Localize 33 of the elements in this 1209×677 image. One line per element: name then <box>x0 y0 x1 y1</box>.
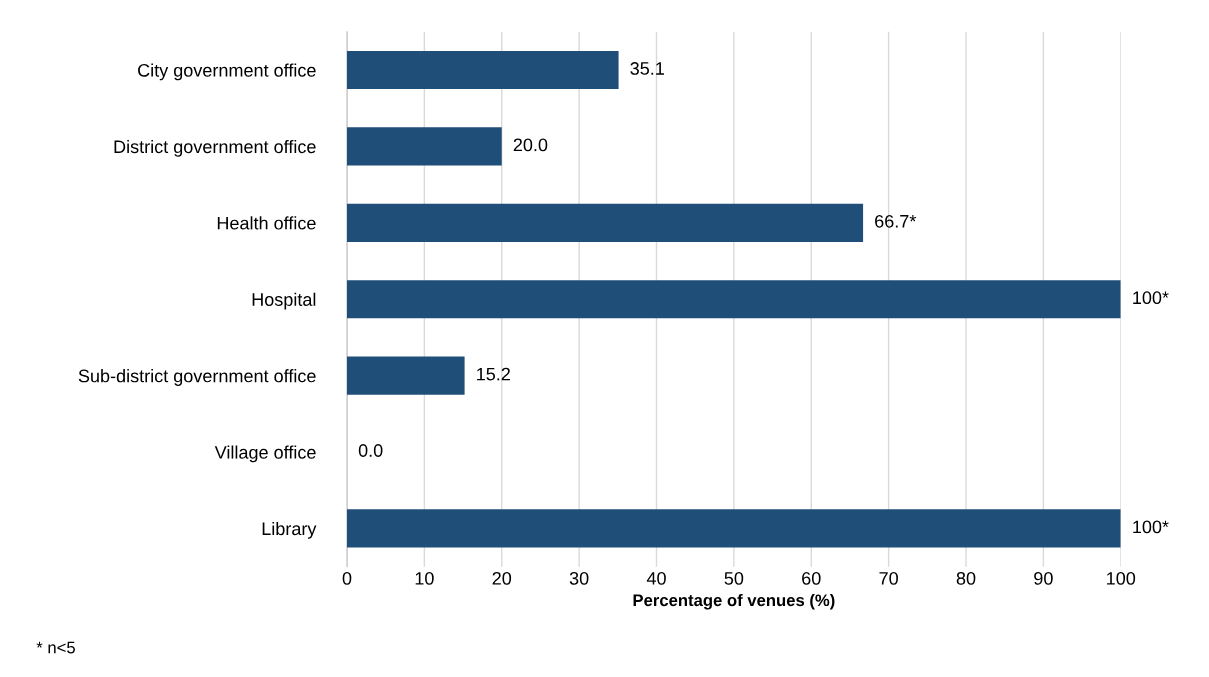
x-tick-label: 100 <box>1107 571 1136 585</box>
data-label: 100* <box>1133 520 1169 534</box>
y-tick-label: Health office <box>217 216 316 230</box>
bar <box>346 509 1121 548</box>
data-label: 35.1 <box>630 62 664 75</box>
x-tick-label: 0 <box>342 571 352 585</box>
x-tick-label: 20 <box>492 571 512 585</box>
x-tick-label: 40 <box>646 571 666 585</box>
bar <box>346 280 1121 319</box>
data-label: 20.0 <box>513 138 548 152</box>
x-tick-label: 80 <box>956 571 976 585</box>
data-label: 0.0 <box>358 444 383 457</box>
x-tick-label: 30 <box>569 571 589 585</box>
text: * n<5 <box>36 641 75 654</box>
y-tick-label: District government office <box>114 139 316 157</box>
y-tick-label: Hospital <box>252 292 316 310</box>
bar <box>346 356 465 395</box>
x-tick-label: 60 <box>802 571 821 585</box>
bar <box>346 203 864 242</box>
x-tick-label: 70 <box>879 571 898 585</box>
data-label: 66.7* <box>875 214 917 228</box>
x-axis-title: Percentage of venues (%) <box>633 593 835 610</box>
data-label: 100* <box>1133 291 1169 305</box>
y-tick-label: City government office <box>138 63 316 81</box>
y-tick-label: Sub-district government office <box>78 369 316 386</box>
x-tick-label: 90 <box>1034 571 1053 585</box>
x-tick-label: 50 <box>724 571 744 585</box>
y-tick-label: Village office <box>214 445 316 463</box>
data-label: 15.2 <box>477 367 510 381</box>
y-tick-label: Library <box>262 521 317 539</box>
bar <box>346 50 619 90</box>
bar <box>346 127 502 166</box>
x-tick-label: 10 <box>415 571 434 585</box>
